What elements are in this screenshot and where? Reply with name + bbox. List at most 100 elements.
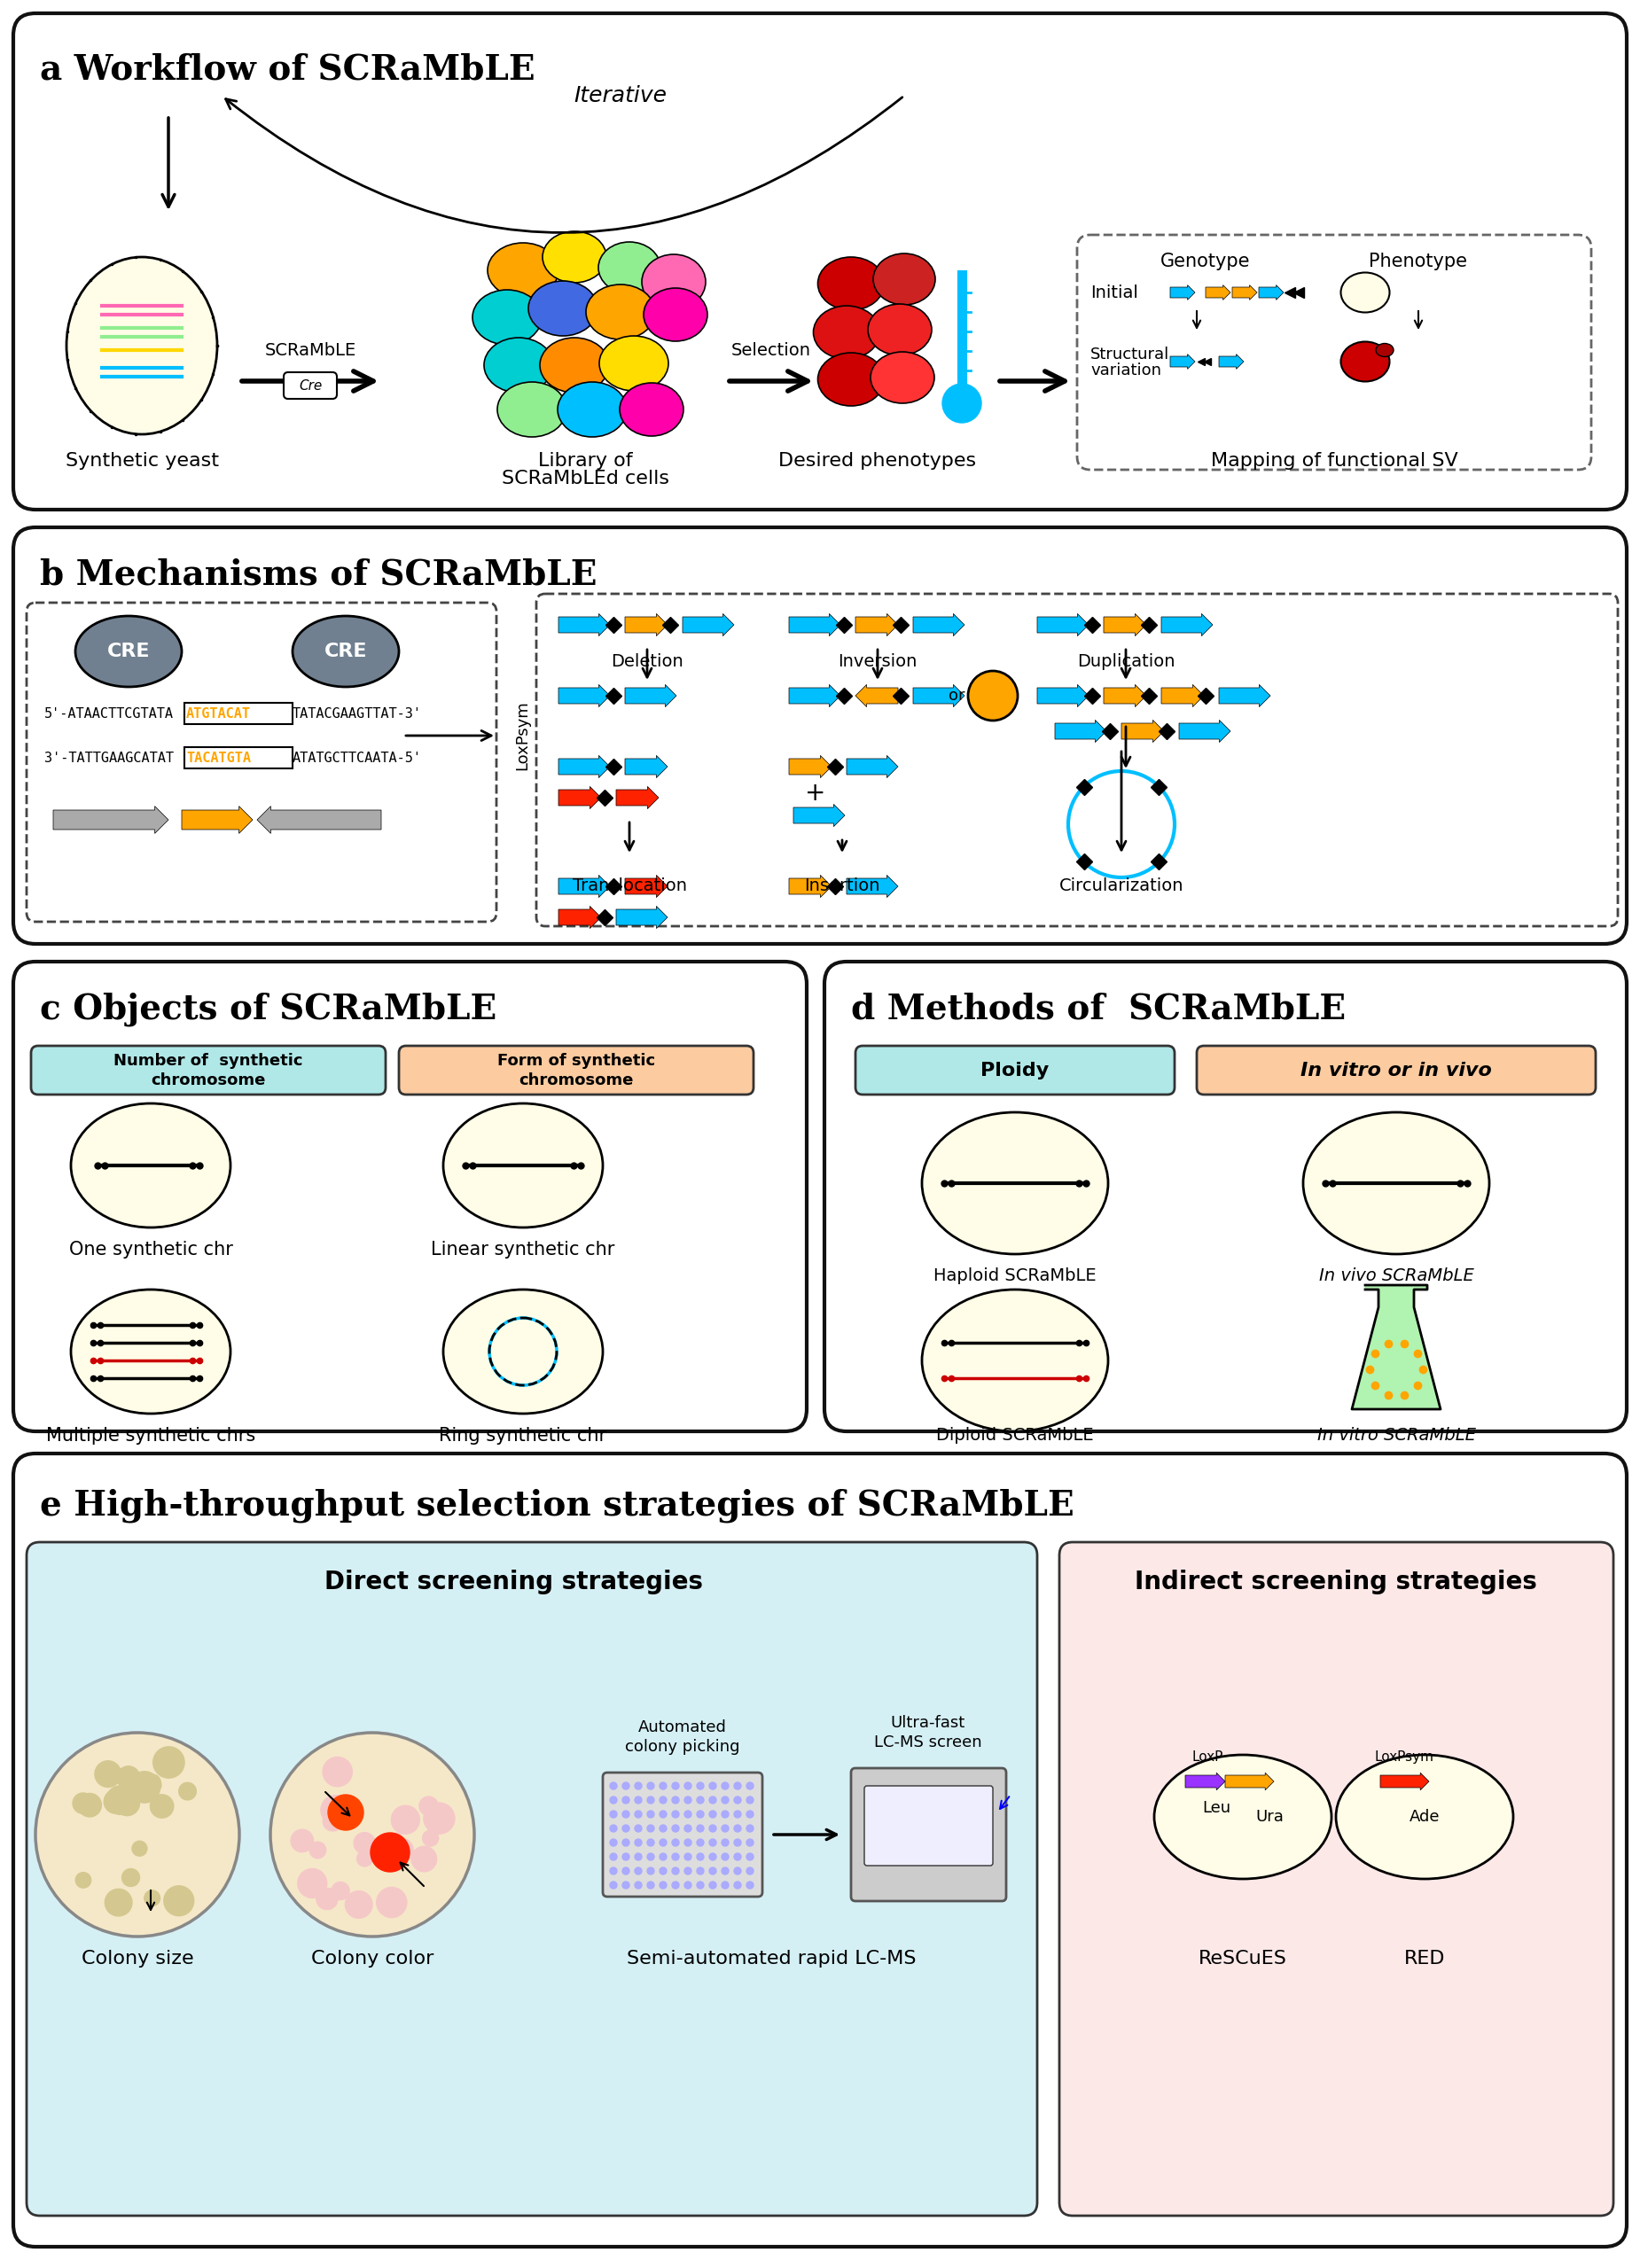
Ellipse shape	[528, 281, 597, 336]
Text: Synthetic yeast: Synthetic yeast	[66, 451, 218, 469]
Circle shape	[697, 1783, 704, 1789]
FancyArrow shape	[1381, 1774, 1428, 1789]
Text: Colony size: Colony size	[82, 1950, 194, 1969]
Ellipse shape	[599, 336, 669, 390]
Ellipse shape	[922, 1111, 1109, 1254]
Text: Translocation: Translocation	[572, 878, 687, 894]
Ellipse shape	[818, 256, 884, 311]
Text: variation: variation	[1091, 363, 1161, 379]
Circle shape	[610, 1783, 617, 1789]
Circle shape	[648, 1867, 654, 1873]
Circle shape	[659, 1839, 666, 1846]
FancyBboxPatch shape	[825, 962, 1627, 1431]
Text: In vitro or in vivo: In vitro or in vivo	[1301, 1061, 1492, 1080]
Text: SCRaMbLEd cells: SCRaMbLEd cells	[502, 469, 669, 488]
Circle shape	[648, 1796, 654, 1803]
Text: Ploidy: Ploidy	[981, 1061, 1050, 1080]
Ellipse shape	[641, 254, 705, 308]
Circle shape	[684, 1826, 692, 1833]
Ellipse shape	[472, 290, 541, 345]
Text: Circularization: Circularization	[1059, 878, 1184, 894]
Ellipse shape	[67, 256, 216, 433]
Circle shape	[95, 1760, 121, 1787]
Ellipse shape	[643, 288, 707, 340]
Text: Library of: Library of	[538, 451, 633, 469]
Text: LoxPsym: LoxPsym	[515, 701, 530, 771]
FancyArrow shape	[846, 755, 899, 778]
Circle shape	[659, 1853, 666, 1860]
Text: ATGTACAT: ATGTACAT	[187, 708, 251, 721]
Bar	[184, 746, 292, 769]
Circle shape	[684, 1882, 692, 1889]
Circle shape	[115, 1792, 139, 1817]
Text: Deletion: Deletion	[610, 653, 684, 671]
Ellipse shape	[484, 338, 553, 392]
FancyArrow shape	[1104, 615, 1146, 635]
FancyArrow shape	[559, 755, 610, 778]
Text: Inversion: Inversion	[838, 653, 917, 671]
Circle shape	[684, 1853, 692, 1860]
Circle shape	[708, 1867, 717, 1873]
Circle shape	[103, 1789, 128, 1814]
Circle shape	[354, 1833, 376, 1853]
Circle shape	[116, 1767, 139, 1789]
Circle shape	[708, 1783, 717, 1789]
Circle shape	[708, 1853, 717, 1860]
Text: Ura: Ura	[1255, 1810, 1284, 1826]
FancyArrow shape	[1122, 719, 1164, 742]
FancyArrow shape	[52, 805, 169, 832]
Circle shape	[659, 1796, 666, 1803]
Circle shape	[746, 1882, 753, 1889]
Circle shape	[746, 1810, 753, 1817]
Ellipse shape	[487, 243, 559, 297]
Ellipse shape	[75, 617, 182, 687]
FancyArrow shape	[559, 907, 600, 928]
Circle shape	[635, 1867, 641, 1873]
FancyArrow shape	[617, 907, 667, 928]
Circle shape	[684, 1796, 692, 1803]
FancyBboxPatch shape	[604, 1774, 763, 1896]
FancyArrow shape	[846, 875, 899, 898]
Circle shape	[622, 1867, 630, 1873]
Circle shape	[697, 1810, 704, 1817]
Circle shape	[622, 1853, 630, 1860]
Ellipse shape	[599, 243, 661, 293]
Circle shape	[635, 1839, 641, 1846]
Text: Cre: Cre	[298, 379, 321, 392]
Circle shape	[735, 1853, 741, 1860]
FancyArrow shape	[789, 615, 840, 635]
Circle shape	[310, 1842, 326, 1857]
Circle shape	[648, 1826, 654, 1833]
Text: Initial: Initial	[1091, 284, 1138, 302]
Circle shape	[708, 1826, 717, 1833]
Ellipse shape	[620, 383, 684, 435]
Text: RED: RED	[1404, 1950, 1445, 1969]
Circle shape	[107, 1785, 134, 1814]
Circle shape	[659, 1783, 666, 1789]
Ellipse shape	[1342, 272, 1389, 313]
FancyArrow shape	[1161, 615, 1212, 635]
FancyArrow shape	[1055, 719, 1107, 742]
Text: 5'-ATAACTTCGTATA: 5'-ATAACTTCGTATA	[44, 708, 174, 721]
Text: Direct screening strategies: Direct screening strategies	[325, 1569, 704, 1594]
Circle shape	[610, 1810, 617, 1817]
Circle shape	[659, 1810, 666, 1817]
Circle shape	[622, 1839, 630, 1846]
FancyBboxPatch shape	[536, 594, 1617, 925]
Text: TACATGTA: TACATGTA	[187, 751, 251, 764]
Text: In vivo SCRaMbLE: In vivo SCRaMbLE	[1319, 1268, 1474, 1284]
Ellipse shape	[271, 1733, 474, 1937]
Text: Form of synthetic
chromosome: Form of synthetic chromosome	[497, 1052, 654, 1089]
Circle shape	[672, 1867, 679, 1873]
Circle shape	[672, 1810, 679, 1817]
FancyArrow shape	[182, 805, 253, 832]
Circle shape	[635, 1783, 641, 1789]
FancyArrow shape	[856, 615, 899, 635]
Circle shape	[144, 1889, 161, 1905]
FancyArrow shape	[856, 685, 899, 708]
Circle shape	[648, 1882, 654, 1889]
FancyBboxPatch shape	[1077, 236, 1591, 469]
FancyBboxPatch shape	[1197, 1046, 1596, 1095]
Circle shape	[722, 1839, 728, 1846]
Text: Structural: Structural	[1091, 347, 1169, 363]
